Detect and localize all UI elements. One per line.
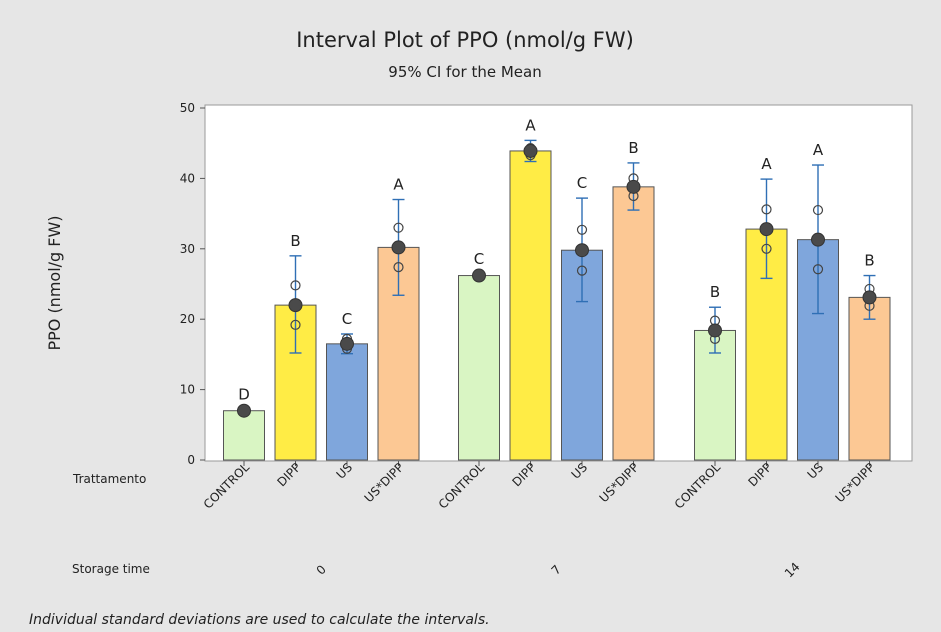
obs-point-g2-dipp-0 bbox=[761, 204, 772, 215]
y-tick-label-30: 30 bbox=[180, 242, 195, 256]
y-tick-label-10: 10 bbox=[180, 383, 195, 397]
group-letter-g1-dipp: A bbox=[525, 116, 536, 134]
mean-point-g0-control bbox=[237, 403, 251, 418]
plot-area bbox=[204, 104, 913, 462]
mean-point-g2-dipp bbox=[759, 222, 774, 237]
obs-point-g0-us-dipp-0 bbox=[393, 222, 404, 233]
group-letter-g1-us: C bbox=[577, 174, 587, 192]
mean-point-g1-dipp bbox=[523, 143, 538, 158]
footnote: Individual standard deviations are used … bbox=[29, 612, 490, 628]
bar-g1-us-dipp bbox=[612, 186, 655, 461]
mean-point-g2-us bbox=[811, 232, 825, 247]
bar-g2-us-dipp bbox=[848, 296, 891, 461]
bar-g1-dipp bbox=[509, 150, 552, 461]
obs-point-g1-us-1 bbox=[576, 265, 588, 276]
row-label-storage-time: Storage time bbox=[72, 562, 150, 576]
obs-point-g2-dipp-1 bbox=[761, 243, 772, 254]
bar-g1-control bbox=[458, 275, 500, 461]
obs-point-g0-dipp-1 bbox=[290, 319, 301, 330]
group-letter-g0-us-dipp: A bbox=[393, 176, 404, 194]
row-label-trattamento: Trattamento bbox=[72, 472, 146, 486]
obs-point-g0-us-dipp-1 bbox=[393, 262, 404, 273]
mean-point-g0-us-dipp bbox=[391, 240, 406, 255]
y-tick-label-40: 40 bbox=[180, 171, 195, 185]
y-axis: 0 10 20 30 40 50 bbox=[180, 101, 205, 467]
group-letter-g2-dipp: A bbox=[761, 155, 772, 173]
mean-point-g1-control bbox=[472, 268, 486, 283]
y-axis-label: PPO (nmol/g FW) bbox=[45, 215, 64, 350]
obs-point-g2-us-1 bbox=[812, 264, 824, 275]
group-letter-g1-us-dipp: B bbox=[628, 139, 638, 157]
mean-point-g0-dipp bbox=[288, 298, 303, 313]
obs-point-g2-us-0 bbox=[812, 204, 824, 216]
bar-g0-us bbox=[326, 343, 368, 461]
mean-point-g2-us-dipp bbox=[862, 290, 877, 305]
group-letter-g2-control: B bbox=[710, 283, 720, 301]
chart-subtitle: 95% CI for the Mean bbox=[388, 63, 541, 81]
mean-point-g1-us-dipp bbox=[626, 179, 641, 194]
y-tick-label-0: 0 bbox=[187, 453, 195, 467]
obs-point-g0-dipp-0 bbox=[290, 280, 301, 291]
mean-point-g0-us bbox=[340, 336, 354, 351]
obs-point-g1-us-0 bbox=[576, 224, 588, 235]
group-letter-g0-us: C bbox=[342, 310, 352, 328]
bars-layer: D B C A C A C B B A A B bbox=[223, 116, 891, 461]
group-letter-g1-control: C bbox=[474, 250, 484, 268]
bar-g0-control bbox=[223, 410, 265, 461]
mean-point-g1-us bbox=[575, 243, 589, 258]
group-letter-g0-control: D bbox=[238, 385, 250, 403]
mean-point-g2-control bbox=[708, 323, 722, 338]
group-letter-g2-us-dipp: B bbox=[864, 252, 874, 270]
y-tick-label-50: 50 bbox=[180, 101, 195, 115]
group-letter-g2-us: A bbox=[813, 141, 824, 159]
y-tick-label-20: 20 bbox=[180, 312, 195, 326]
group-letter-g0-dipp: B bbox=[290, 232, 300, 250]
chart-title: Interval Plot of PPO (nmol/g FW) bbox=[296, 28, 634, 52]
